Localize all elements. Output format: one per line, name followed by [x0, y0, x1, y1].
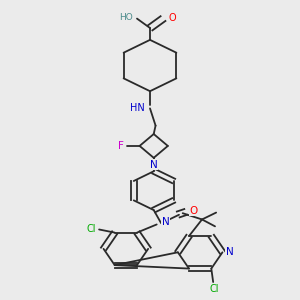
Text: N: N — [226, 247, 234, 257]
Text: O: O — [190, 206, 198, 216]
Text: F: F — [118, 141, 124, 151]
Text: Cl: Cl — [86, 224, 96, 234]
Text: N: N — [150, 160, 158, 170]
Text: HN: HN — [130, 103, 144, 113]
Text: HO: HO — [119, 13, 133, 22]
Text: Cl: Cl — [209, 284, 219, 294]
Text: N: N — [162, 217, 170, 226]
Text: O: O — [169, 13, 176, 23]
